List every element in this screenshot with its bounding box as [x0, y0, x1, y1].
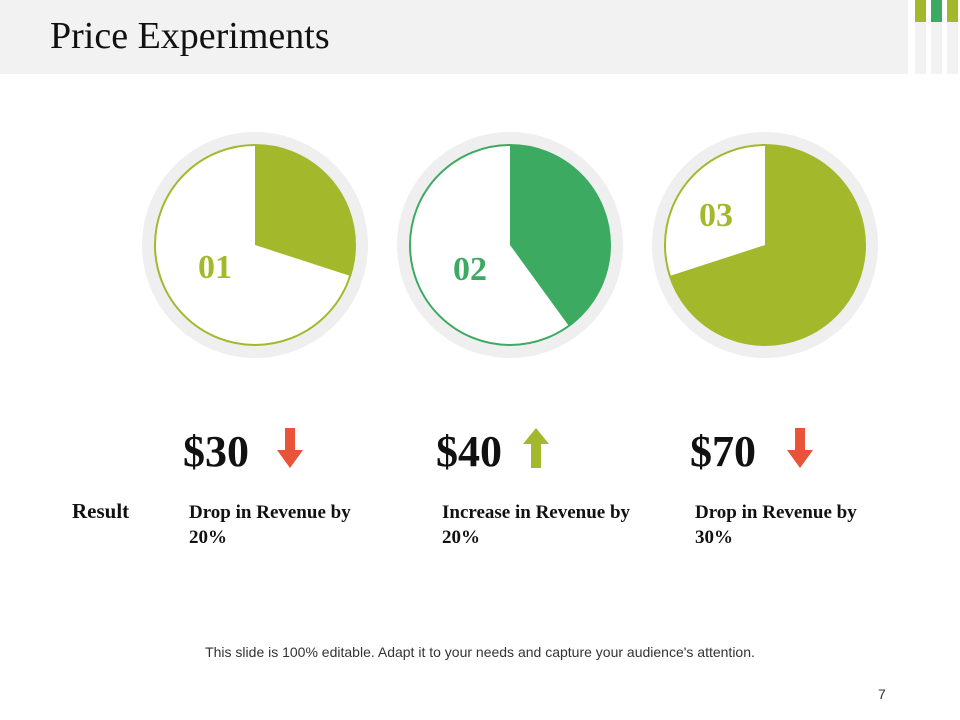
result-description-1: Drop in Revenue by 20%: [189, 502, 351, 548]
pie-label-2: 02: [453, 251, 487, 288]
deco-accent: [947, 0, 958, 22]
price-70: $70: [690, 427, 756, 476]
deco-stripe: [947, 0, 958, 74]
page-number: 7: [878, 686, 886, 702]
price-30: $30: [183, 427, 249, 476]
result-description-2: Increase in Revenue by 20%: [442, 502, 631, 548]
deco-stripe: [915, 0, 926, 74]
arrow-down-icon: [277, 428, 303, 468]
price-40: $40: [436, 427, 502, 476]
deco-accent: [931, 0, 942, 22]
pie-slice-3: [669, 145, 865, 345]
footer-note: This slide is 100% editable. Adapt it to…: [205, 644, 755, 660]
pie-label-1: 01: [198, 249, 232, 286]
deco-stripe: [931, 0, 942, 74]
pie-slice-1: [255, 145, 355, 276]
page-title: Price Experiments: [50, 15, 330, 57]
pie-label-3: 03: [699, 197, 733, 234]
deco-accent: [915, 0, 926, 22]
arrow-up-icon: [523, 428, 549, 468]
arrow-down-icon: [787, 428, 813, 468]
pie-slice-2: [510, 145, 610, 326]
title-bar: Price Experiments: [0, 0, 908, 74]
result-label: Result: [72, 499, 130, 523]
result-description-3: Drop in Revenue by 30%: [695, 502, 857, 548]
